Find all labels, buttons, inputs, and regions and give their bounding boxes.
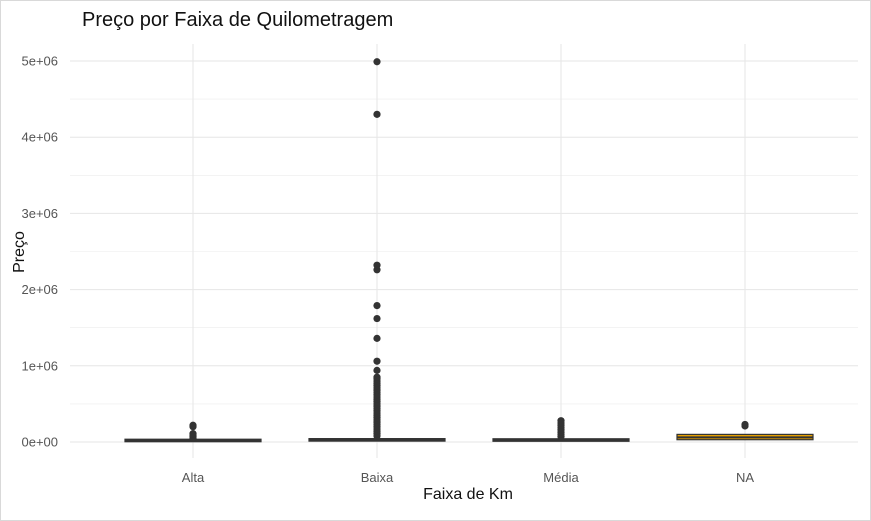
y-tick-label: 2e+06 bbox=[21, 282, 58, 297]
y-tick-label: 0e+00 bbox=[21, 435, 58, 450]
outlier-point bbox=[373, 334, 381, 342]
outlier-point bbox=[373, 314, 381, 323]
y-tick-label: 5e+06 bbox=[21, 54, 58, 69]
outlier-point bbox=[373, 302, 381, 310]
y-tick-label: 3e+06 bbox=[21, 206, 58, 221]
outlier-point bbox=[741, 420, 749, 429]
x-tick-label: Média bbox=[543, 470, 579, 485]
outlier-point bbox=[373, 357, 381, 365]
outlier-point bbox=[557, 417, 565, 425]
chart-title: Preço por Faixa de Quilometragem bbox=[82, 9, 394, 31]
outlier-point bbox=[373, 261, 381, 269]
outlier-point bbox=[373, 110, 381, 118]
outlier-point bbox=[373, 366, 381, 374]
x-tick-label: Alta bbox=[182, 470, 205, 485]
outlier-point bbox=[373, 58, 381, 66]
x-tick-label: Baixa bbox=[361, 470, 394, 485]
x-axis-label: Faixa de Km bbox=[423, 486, 513, 503]
outlier-point bbox=[189, 421, 197, 429]
outlier-point bbox=[373, 373, 381, 381]
y-tick-label: 1e+06 bbox=[21, 358, 58, 373]
outlier-point bbox=[189, 430, 197, 438]
y-tick-label: 4e+06 bbox=[21, 130, 58, 145]
x-tick-label: NA bbox=[736, 470, 754, 485]
